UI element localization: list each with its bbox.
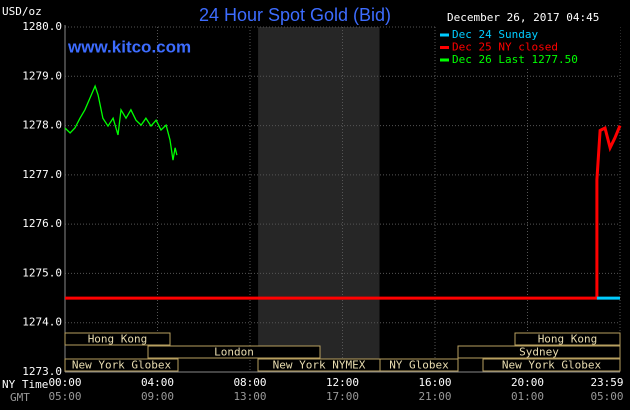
x2-tick-label: 05:00 (48, 390, 81, 403)
watermark: www.kitco.com (67, 37, 191, 56)
x-label: NY Time (2, 378, 48, 391)
x2-tick-label: 13:00 (233, 390, 266, 403)
session-box (64, 332, 171, 346)
session-label: Hong Kong (538, 333, 598, 346)
session-label: Sydney (519, 346, 559, 359)
legend-box (437, 26, 620, 68)
x-tick-label: 16:00 (418, 376, 451, 389)
session-label: Hong Kong (88, 333, 148, 346)
session-box (64, 358, 179, 372)
y-tick-label: 1278.0 (22, 119, 62, 132)
x2-tick-label: 01:00 (511, 390, 544, 403)
unit-label: USD/oz (2, 5, 42, 18)
y-tick-label: 1280.0 (22, 20, 62, 33)
x2-tick-label: 05:00 (590, 390, 623, 403)
y-tick-label: 1277.0 (22, 168, 62, 181)
y-tick-label: 1274.0 (22, 316, 62, 329)
x-tick-label: 20:00 (511, 376, 544, 389)
x-tick-label: 04:00 (141, 376, 174, 389)
x-tick-label: 23:59 (590, 376, 623, 389)
legend-label: Dec 25 NY closed (452, 41, 558, 54)
session-box (147, 345, 321, 359)
price-line (65, 125, 622, 300)
y-tick-label: 1279.0 (22, 69, 62, 82)
closed-band (258, 27, 380, 372)
y-tick-label: 1275.0 (22, 266, 62, 279)
legend-label: Dec 24 Sunday (452, 28, 538, 41)
x2-tick-label: 17:00 (326, 390, 359, 403)
session-label: New York Globex (72, 359, 172, 372)
y-tick-label: 1273.0 (22, 365, 62, 378)
plot-layer (64, 25, 621, 373)
session-label: London (214, 346, 254, 359)
legend-label: Dec 26 Last 1277.50 (452, 53, 578, 66)
x2-label: GMT (10, 391, 30, 404)
session-label: New York Globex (502, 359, 602, 372)
session-box (457, 345, 621, 359)
x2-tick-label: 21:00 (418, 390, 451, 403)
chart-title: 24 Hour Spot Gold (Bid) (199, 5, 391, 25)
session-label: NY Globex (389, 359, 449, 372)
session-box (379, 358, 459, 372)
x-tick-label: 00:00 (48, 376, 81, 389)
x-tick-label: 08:00 (233, 376, 266, 389)
price-line (64, 84, 178, 161)
session-box (514, 332, 621, 346)
x-tick-label: 12:00 (326, 376, 359, 389)
x2-tick-label: 09:00 (141, 390, 174, 403)
session-label: New York NYMEX (273, 359, 366, 372)
session-box (482, 358, 621, 372)
y-tick-label: 1276.0 (22, 217, 62, 230)
timestamp: December 26, 2017 04:45 (447, 11, 599, 24)
